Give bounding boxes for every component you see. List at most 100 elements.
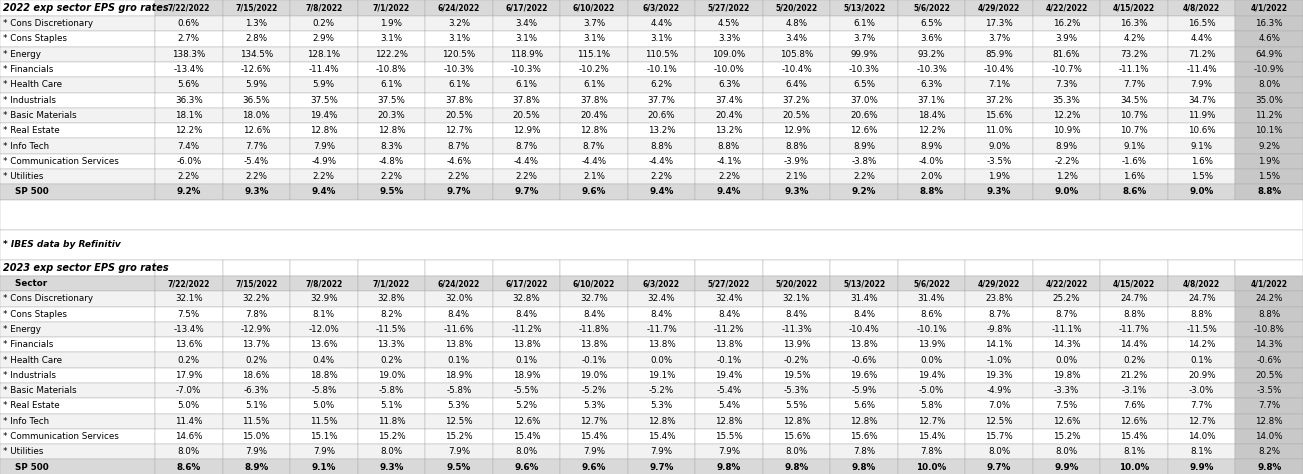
- Bar: [357, 92, 425, 108]
- Bar: [762, 62, 830, 77]
- Text: -5.8%: -5.8%: [379, 386, 404, 395]
- Bar: [560, 92, 628, 108]
- Bar: [155, 16, 223, 31]
- Text: 6.1%: 6.1%: [380, 81, 403, 90]
- Bar: [1033, 429, 1101, 444]
- Text: 12.6%: 12.6%: [512, 417, 541, 426]
- Bar: [155, 0, 223, 16]
- Bar: [223, 92, 291, 108]
- Text: 11.8%: 11.8%: [378, 417, 405, 426]
- Bar: [223, 276, 291, 292]
- Text: 9.9%: 9.9%: [1190, 463, 1214, 472]
- Bar: [696, 62, 762, 77]
- Text: 32.1%: 32.1%: [783, 294, 810, 303]
- Text: -4.9%: -4.9%: [986, 386, 1011, 395]
- Text: 12.7%: 12.7%: [580, 417, 607, 426]
- Text: 9.6%: 9.6%: [581, 463, 606, 472]
- Bar: [1167, 16, 1235, 31]
- Text: 73.2%: 73.2%: [1121, 50, 1148, 59]
- Text: -5.2%: -5.2%: [649, 386, 674, 395]
- Bar: [425, 31, 493, 46]
- Bar: [425, 154, 493, 169]
- Text: -10.4%: -10.4%: [848, 325, 880, 334]
- Text: 2.0%: 2.0%: [920, 172, 942, 181]
- Bar: [966, 16, 1033, 31]
- Bar: [830, 429, 898, 444]
- Bar: [1101, 414, 1167, 429]
- Text: 8.7%: 8.7%: [515, 142, 538, 151]
- Text: 7.9%: 7.9%: [650, 447, 672, 456]
- Bar: [493, 92, 560, 108]
- Text: 0.2%: 0.2%: [245, 356, 267, 365]
- Text: 25.2%: 25.2%: [1053, 294, 1080, 303]
- Text: -5.4%: -5.4%: [244, 157, 268, 166]
- Bar: [696, 414, 762, 429]
- Text: 6/10/2022: 6/10/2022: [573, 3, 615, 12]
- Text: 64.9%: 64.9%: [1256, 50, 1283, 59]
- Text: 4.4%: 4.4%: [650, 19, 672, 28]
- Bar: [223, 108, 291, 123]
- Bar: [223, 31, 291, 46]
- Bar: [155, 444, 223, 459]
- Text: 6.2%: 6.2%: [650, 81, 672, 90]
- Bar: [425, 169, 493, 184]
- Bar: [425, 414, 493, 429]
- Bar: [696, 169, 762, 184]
- Bar: [1033, 31, 1101, 46]
- Text: 115.1%: 115.1%: [577, 50, 611, 59]
- Bar: [1235, 429, 1303, 444]
- Text: 7.0%: 7.0%: [988, 401, 1010, 410]
- Bar: [357, 276, 425, 292]
- Bar: [493, 154, 560, 169]
- Bar: [830, 16, 898, 31]
- Bar: [1101, 62, 1167, 77]
- Text: 9.7%: 9.7%: [447, 187, 472, 196]
- Text: 2.2%: 2.2%: [380, 172, 403, 181]
- Bar: [291, 307, 357, 322]
- Text: 13.6%: 13.6%: [310, 340, 337, 349]
- Bar: [1235, 16, 1303, 31]
- Bar: [357, 31, 425, 46]
- Text: -2.2%: -2.2%: [1054, 157, 1079, 166]
- Text: 7.7%: 7.7%: [1123, 81, 1145, 90]
- Text: 2.9%: 2.9%: [313, 35, 335, 44]
- Bar: [696, 276, 762, 292]
- Text: 12.8%: 12.8%: [1255, 417, 1283, 426]
- Text: 85.9%: 85.9%: [985, 50, 1012, 59]
- Text: 37.8%: 37.8%: [512, 96, 541, 105]
- Bar: [493, 353, 560, 368]
- Text: 5.8%: 5.8%: [920, 401, 942, 410]
- Bar: [493, 429, 560, 444]
- Bar: [425, 368, 493, 383]
- Bar: [1235, 62, 1303, 77]
- Text: 9.8%: 9.8%: [1257, 463, 1281, 472]
- Bar: [560, 368, 628, 383]
- Text: 7/22/2022: 7/22/2022: [168, 279, 210, 288]
- Bar: [357, 77, 425, 92]
- Bar: [966, 184, 1033, 200]
- Text: 7.9%: 7.9%: [313, 447, 335, 456]
- Bar: [425, 444, 493, 459]
- Text: 12.6%: 12.6%: [851, 126, 878, 135]
- Bar: [425, 123, 493, 138]
- Bar: [1101, 123, 1167, 138]
- Bar: [1033, 276, 1101, 292]
- Bar: [1167, 138, 1235, 154]
- Bar: [560, 444, 628, 459]
- Text: 5/20/2022: 5/20/2022: [775, 279, 817, 288]
- Text: * Cons Staples: * Cons Staples: [3, 35, 66, 44]
- Text: 9.6%: 9.6%: [515, 463, 538, 472]
- Bar: [898, 444, 966, 459]
- Text: 19.4%: 19.4%: [917, 371, 946, 380]
- Text: -5.8%: -5.8%: [311, 386, 336, 395]
- Bar: [155, 92, 223, 108]
- Text: 8.4%: 8.4%: [650, 310, 672, 319]
- Text: 1.9%: 1.9%: [1259, 157, 1281, 166]
- Bar: [0, 337, 155, 353]
- Bar: [357, 169, 425, 184]
- Bar: [898, 322, 966, 337]
- Text: -5.8%: -5.8%: [446, 386, 472, 395]
- Text: 18.9%: 18.9%: [446, 371, 473, 380]
- Bar: [223, 429, 291, 444]
- Bar: [155, 77, 223, 92]
